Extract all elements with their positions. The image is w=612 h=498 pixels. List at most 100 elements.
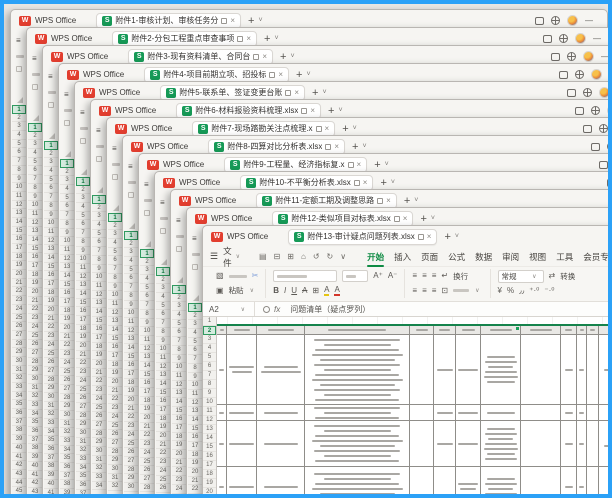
cell[interactable]: [599, 405, 608, 421]
row-header[interactable]: 27: [44, 367, 58, 376]
row-header[interactable]: 23: [124, 422, 138, 431]
row-header[interactable]: 8: [156, 328, 170, 337]
cell[interactable]: [410, 467, 434, 494]
row-header[interactable]: 17: [188, 442, 202, 451]
tab-list-chevron-icon[interactable]: ˅: [390, 179, 395, 186]
global-menu-icon[interactable]: ≡: [112, 144, 117, 153]
cell-name-box[interactable]: A2 ∨: [203, 302, 255, 316]
pin-tab-icon[interactable]: [301, 107, 308, 114]
header-cell[interactable]: [217, 326, 227, 335]
row-header[interactable]: 5: [108, 248, 122, 257]
row-header[interactable]: 9: [76, 247, 90, 256]
close-tab-icon[interactable]: ×: [362, 177, 368, 187]
row-header[interactable]: 33: [44, 419, 58, 428]
row-header[interactable]: 13: [12, 209, 26, 218]
chevron-down-icon[interactable]: ∨: [475, 288, 480, 295]
titlebar[interactable]: W WPS Office S 附件11-定额工期及调整思路 × + ˅ —: [171, 190, 608, 211]
header-cell[interactable]: [410, 326, 434, 335]
row-header[interactable]: 19: [12, 261, 26, 271]
close-tab-icon[interactable]: ×: [294, 87, 299, 97]
workspace-icon[interactable]: [607, 178, 608, 187]
cell[interactable]: [257, 335, 305, 405]
ribbon-tab-开始[interactable]: 开始: [362, 251, 389, 267]
pin-tab-icon[interactable]: [377, 197, 384, 204]
cell[interactable]: [217, 335, 227, 405]
row-header[interactable]: 30: [76, 429, 90, 438]
row-header[interactable]: 10: [188, 381, 202, 390]
global-menu-icon[interactable]: ≡: [48, 72, 53, 81]
cell[interactable]: [305, 405, 410, 421]
pin-tab-icon[interactable]: [285, 89, 292, 96]
row-header[interactable]: 33: [92, 473, 106, 482]
row-header-column[interactable]: 1 2 3 4 5 6 7 8 9 10 11 12 13 14 15 16 17 18 19 20 21 22: [188, 303, 203, 494]
increase-font-icon[interactable]: A⁺: [373, 271, 383, 281]
row-header[interactable]: 32: [28, 392, 42, 401]
ribbon-tab-插入[interactable]: 插入: [394, 251, 412, 262]
row-header[interactable]: 14: [76, 290, 90, 299]
row-header[interactable]: 1: [44, 141, 58, 150]
row-header[interactable]: 9: [172, 355, 186, 364]
row-header[interactable]: 31: [92, 456, 106, 465]
row-header[interactable]: 29: [12, 348, 26, 357]
row-header[interactable]: 2: [108, 222, 122, 231]
row-header[interactable]: 8: [28, 184, 42, 193]
row-header[interactable]: 31: [108, 474, 122, 483]
row-header[interactable]: 20: [12, 270, 26, 279]
row-header[interactable]: 3: [188, 320, 202, 330]
row-header[interactable]: 20: [140, 414, 154, 423]
row-header[interactable]: 29: [92, 438, 106, 447]
row-header[interactable]: 9: [140, 319, 154, 328]
row-header[interactable]: 43: [12, 470, 26, 479]
row-header[interactable]: 22: [92, 377, 106, 387]
row-header[interactable]: 1: [28, 123, 42, 132]
cell[interactable]: [227, 421, 257, 467]
row-header[interactable]: 7: [92, 247, 106, 256]
pin-tab-icon[interactable]: [221, 17, 228, 24]
row-header[interactable]: 21: [140, 423, 154, 432]
row-header[interactable]: 6: [124, 274, 138, 284]
minimize-icon[interactable]: —: [601, 52, 609, 61]
row-header[interactable]: 32: [60, 428, 74, 437]
row-header[interactable]: 13: [188, 407, 202, 416]
row-header[interactable]: 19: [108, 369, 122, 379]
titlebar[interactable]: W WPS Office S 附件13-审计疑点问题列表.xlsx × + ˅: [203, 226, 608, 247]
row-header[interactable]: 5: [140, 284, 154, 293]
cell[interactable]: [521, 421, 561, 467]
row-header[interactable]: 3: [140, 266, 154, 276]
global-menu-icon[interactable]: ≡: [80, 108, 85, 117]
row-header[interactable]: 17: [92, 334, 106, 343]
row-header[interactable]: 38: [28, 444, 42, 454]
row-header[interactable]: 14: [12, 218, 26, 227]
row-header[interactable]: 11: [76, 264, 90, 273]
row-header[interactable]: 6: [76, 220, 90, 230]
tab-list-chevron-icon[interactable]: ˅: [290, 53, 295, 60]
row-header[interactable]: 16: [12, 235, 26, 244]
cell[interactable]: [217, 405, 227, 421]
row-header[interactable]: 36: [60, 463, 74, 472]
row-header[interactable]: 21: [76, 351, 90, 360]
row-header[interactable]: 4: [188, 329, 202, 338]
global-menu-icon[interactable]: ≡: [32, 54, 37, 63]
row-header[interactable]: 9: [44, 211, 58, 220]
ribbon-tab-公式[interactable]: 公式: [448, 251, 466, 262]
row-header[interactable]: 5: [203, 353, 216, 362]
row-header[interactable]: 26: [60, 376, 74, 385]
cell[interactable]: [305, 467, 410, 494]
row-header[interactable]: 22: [44, 323, 58, 333]
row-header[interactable]: 25: [60, 368, 74, 377]
row-header-column[interactable]: 1 2 3 4 5 6 7 8 9 10 11 12 13 14 15 16 17 18 19 20 21 22 23 24 2…: [140, 249, 155, 494]
cell[interactable]: [434, 467, 456, 494]
pin-tab-icon[interactable]: [269, 71, 276, 78]
row-header[interactable]: 6: [44, 184, 58, 194]
currency-format-icon[interactable]: ¥: [497, 285, 502, 295]
row-header[interactable]: 11: [172, 372, 186, 381]
row-header[interactable]: 6: [140, 292, 154, 302]
undo-icon[interactable]: ↺: [312, 252, 320, 261]
titlebar[interactable]: W WPS Office S 附件1-审核计划、审核任务分 × + ˅ —: [11, 10, 607, 31]
row-header[interactable]: 6: [108, 256, 122, 266]
row-header[interactable]: 30: [108, 465, 122, 474]
row-header[interactable]: 21: [124, 405, 138, 414]
row-header[interactable]: 32: [76, 446, 90, 455]
row-header[interactable]: 29: [44, 384, 58, 393]
row-header[interactable]: 4: [156, 293, 170, 302]
